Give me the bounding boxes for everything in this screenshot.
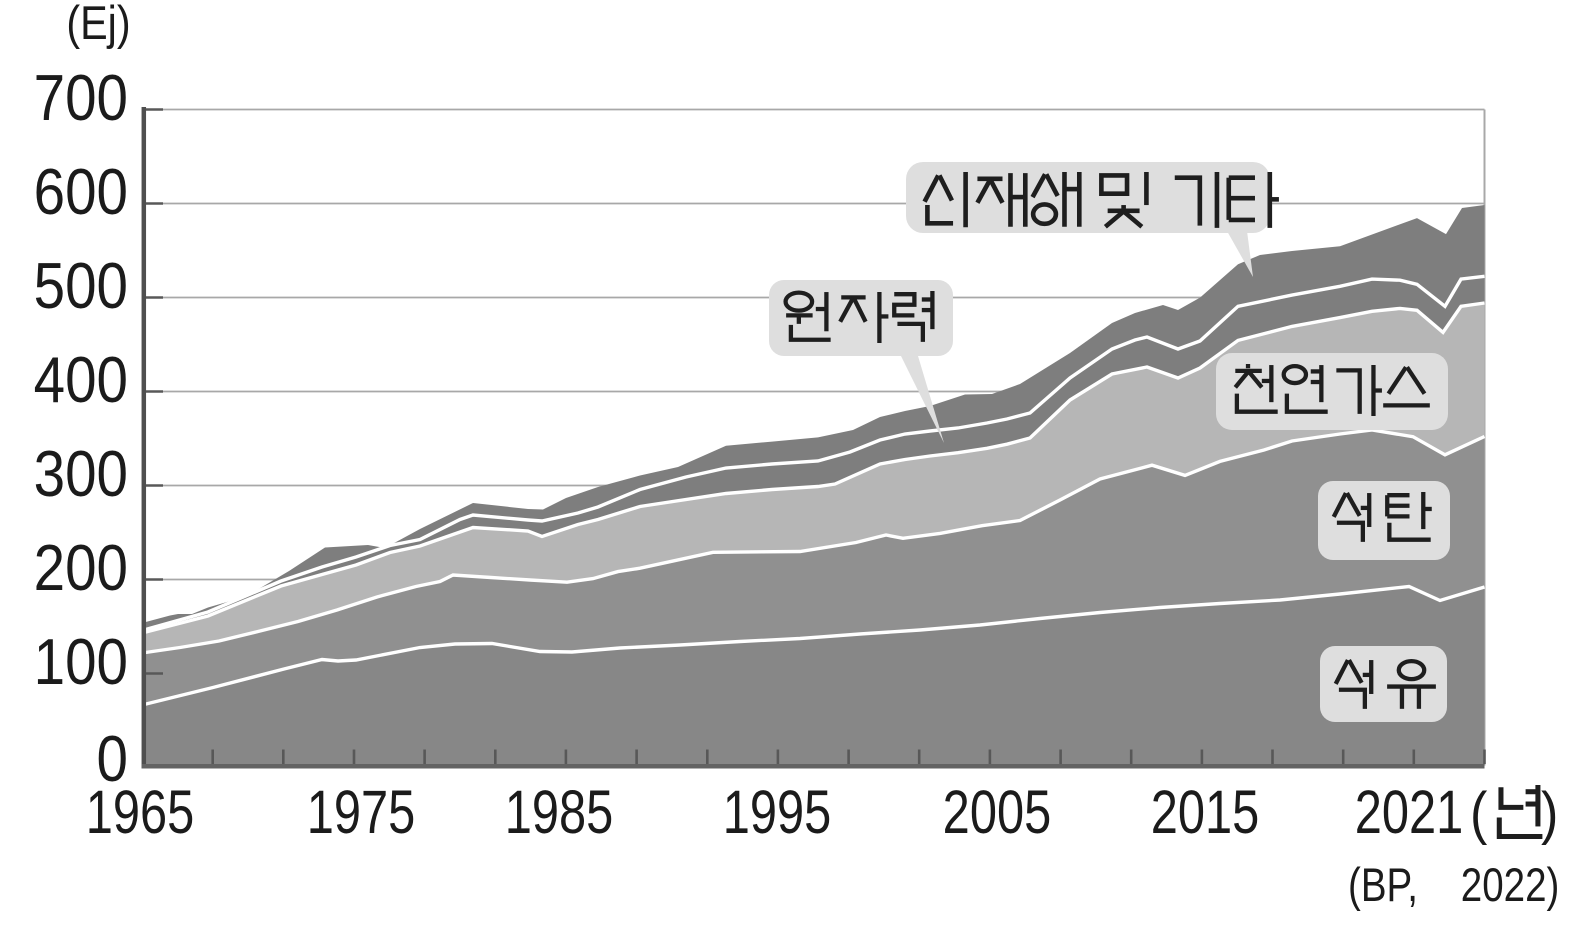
svg-text:): ) [1541,780,1558,845]
svg-text:200: 200 [34,531,128,604]
svg-text:1995: 1995 [723,778,832,846]
svg-text:400: 400 [34,343,128,416]
svg-text:1975: 1975 [307,778,416,846]
svg-text:0: 0 [97,722,128,795]
svg-text:(BP, 2022): (BP, 2022) [1348,859,1559,911]
svg-text:300: 300 [34,437,128,510]
svg-text:1985: 1985 [505,778,614,846]
svg-text:2015: 2015 [1151,778,1260,846]
svg-text:100: 100 [34,625,128,698]
svg-text:(: ( [1470,780,1488,845]
svg-text:2005: 2005 [943,778,1052,846]
svg-text:2021: 2021 [1355,778,1464,846]
svg-text:600: 600 [34,155,128,228]
svg-text:700: 700 [34,61,128,134]
svg-text:(Ej): (Ej) [66,0,130,50]
svg-text:1965: 1965 [86,778,195,846]
svg-text:500: 500 [34,249,128,322]
